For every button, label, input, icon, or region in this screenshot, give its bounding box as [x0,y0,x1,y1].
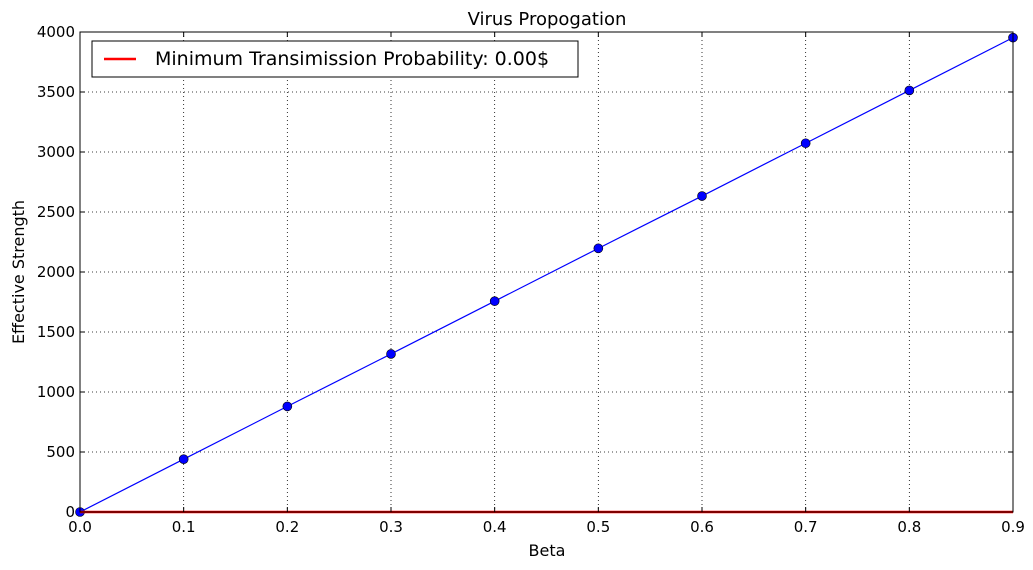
x-tick-label: 0.6 [690,518,714,536]
data-point [904,85,915,96]
grid [80,32,1013,512]
x-tick-label: 0.5 [586,518,610,536]
x-axis-label: Beta [529,541,566,560]
x-tick-label: 0.2 [275,518,299,536]
data-point [282,401,293,412]
y-tick-label: 500 [46,443,75,461]
x-tick-label: 0.9 [1001,518,1025,536]
y-tick-label: 2500 [37,203,75,221]
data-point [697,191,707,201]
y-tick-label: 3500 [37,83,75,101]
legend-frame [91,40,579,78]
y-tick-label: 2000 [37,263,75,281]
legend-label-min-probability: Minimum Transimission Probability: 0.00$ [155,48,549,70]
data-point [386,349,396,359]
x-tick-label: 0.7 [794,518,818,536]
chart-title: Virus Propogation [468,9,627,30]
y-axis-label: Effective Strength [9,200,28,344]
ticks: 0.0 0.1 0.2 0.3 0.4 0.5 0.6 0.7 0.8 0.9 0 500 1000 15… [37,23,1025,536]
legend: Minimum Transimission Probability: 0.00$ [91,40,579,78]
x-tick-label: 0.0 [68,518,92,536]
y-tick-label: 3000 [37,143,75,161]
x-tick-label: 0.3 [379,518,403,536]
y-tick-label: 4000 [37,23,75,41]
y-tick-label: 1000 [37,383,75,401]
series-line-effective-strength [79,37,1014,513]
data-point [178,454,189,465]
x-tick-label: 0.8 [897,518,921,536]
data-point [593,243,604,254]
data-point [489,296,500,306]
y-tick-label: 1500 [37,323,75,341]
data-point [800,138,811,149]
x-tick-label: 0.1 [172,518,196,536]
x-tick-label: 0.4 [483,518,507,536]
y-tick-label: 0 [65,503,75,521]
